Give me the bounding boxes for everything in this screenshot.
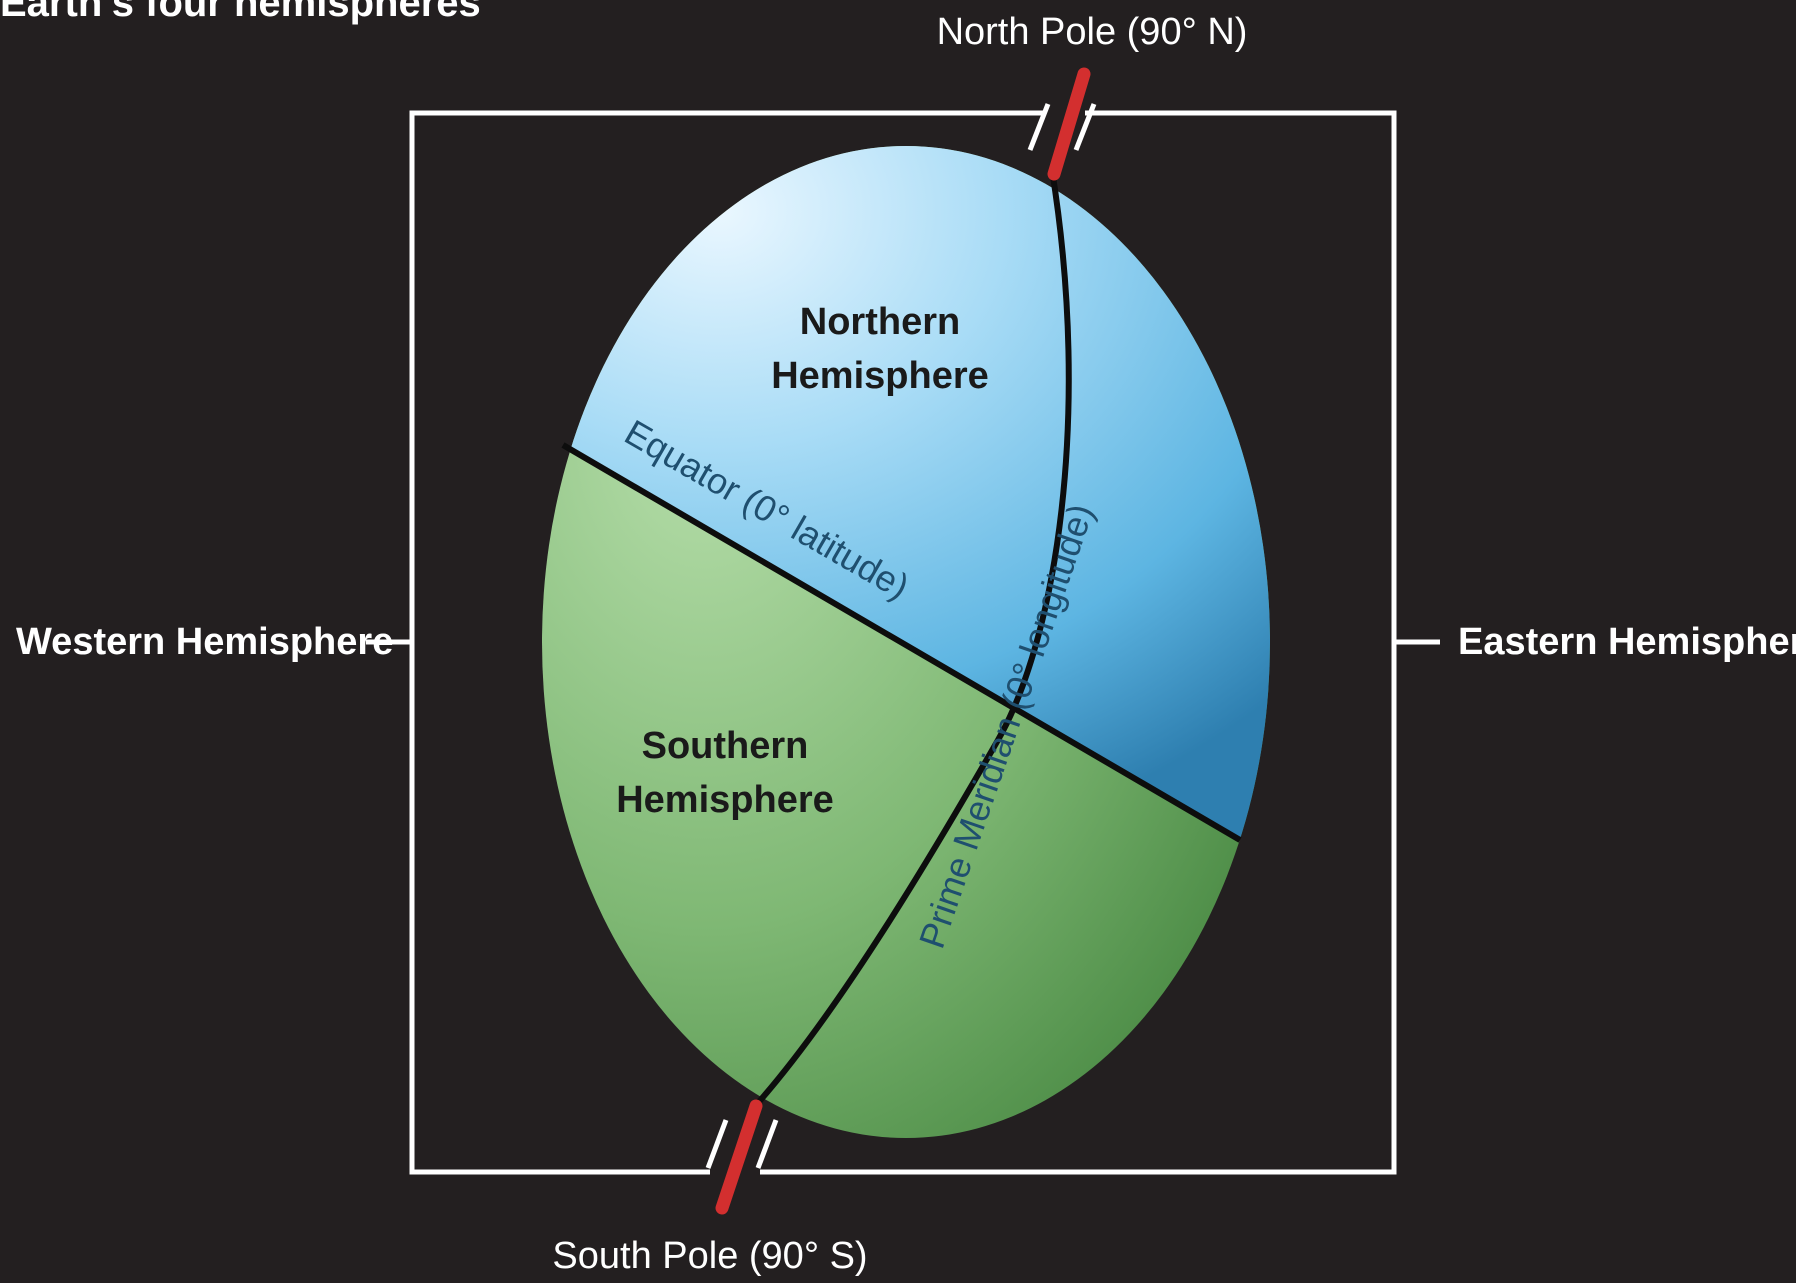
- earth-axis: [715, 67, 1091, 1215]
- northern-hemisphere-label-line2: Hemisphere: [771, 355, 989, 397]
- equator-line: [561, 442, 1242, 843]
- southern-hemisphere-label-line2: Hemisphere: [616, 779, 834, 821]
- northern-hemisphere-label-line1: Northern: [800, 301, 960, 343]
- globe: [542, 146, 1270, 1138]
- hemisphere-frame: [366, 103, 1440, 1175]
- diagram-title: Earth's four hemispheres: [0, 0, 481, 25]
- western-hemisphere-label: Western Hemisphere: [16, 621, 393, 663]
- south-pole-label: South Pole (90° S): [552, 1235, 867, 1277]
- prime-meridian-line: [754, 169, 1072, 1106]
- north-pole-label: North Pole (90° N): [937, 11, 1248, 53]
- southern-hemisphere-label-line1: Southern: [642, 725, 809, 767]
- northern-hemisphere-area: [542, 146, 1270, 840]
- eastern-hemisphere-label: Eastern Hemisphere: [1458, 621, 1796, 663]
